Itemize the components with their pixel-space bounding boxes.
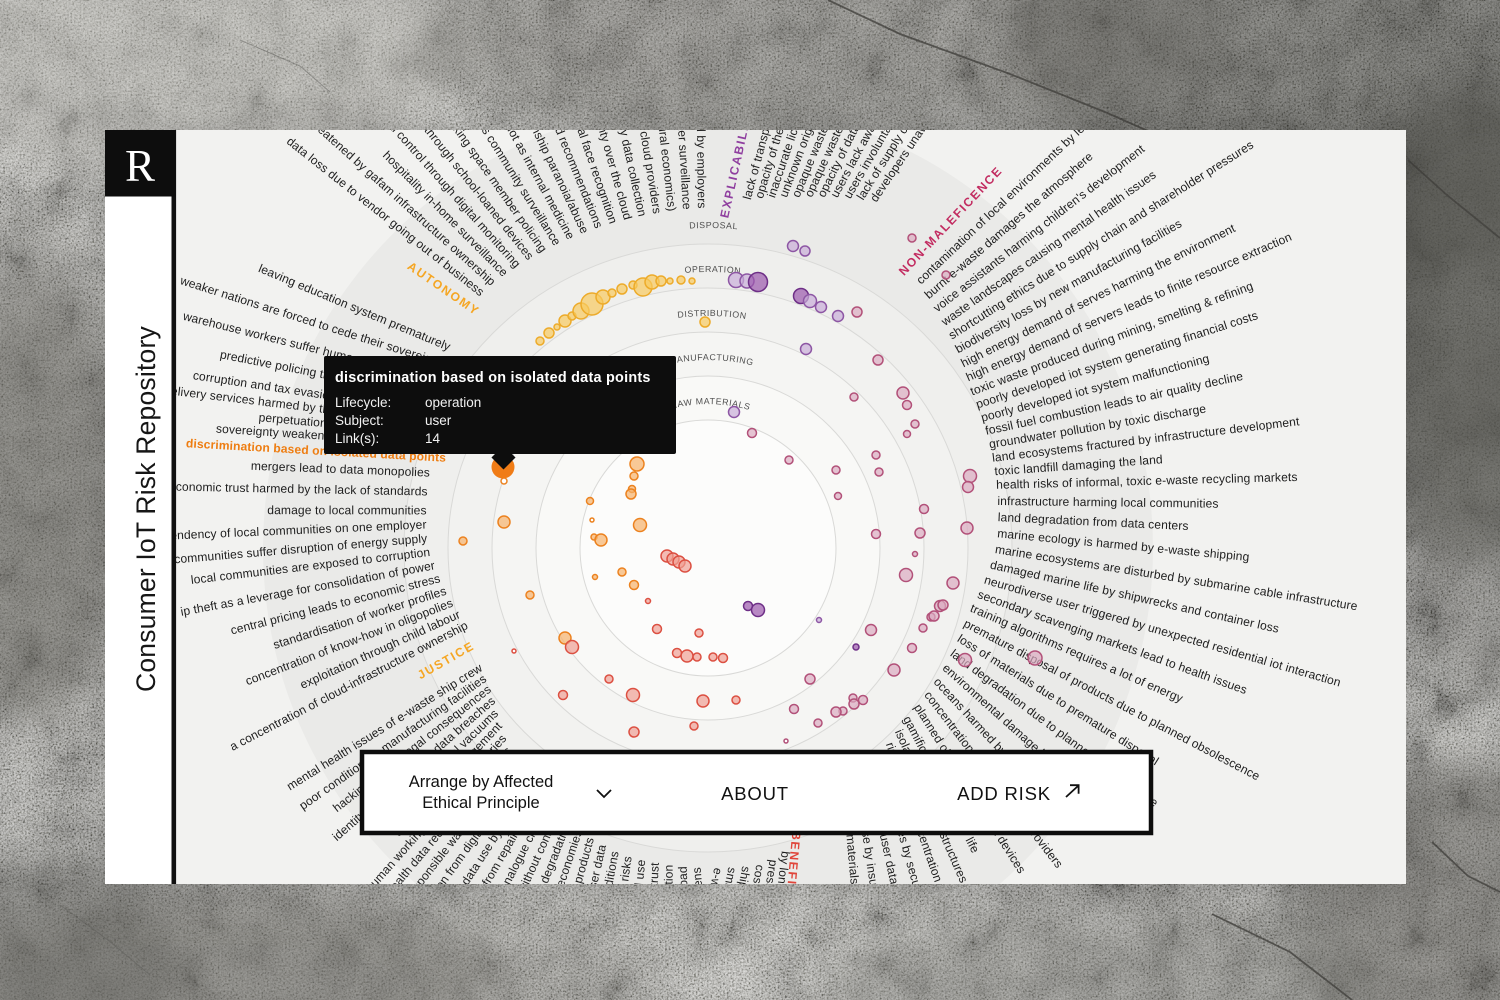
svg-text:damage to local communities: damage to local communities	[267, 503, 426, 517]
svg-text:14: 14	[425, 431, 441, 446]
svg-text:DISPOSAL: DISPOSAL	[689, 220, 738, 231]
svg-text:Ethical Principle: Ethical Principle	[422, 794, 539, 812]
svg-text:ABOUT: ABOUT	[721, 783, 789, 804]
svg-text:R: R	[125, 141, 155, 191]
svg-text:Subject:: Subject:	[335, 413, 384, 428]
svg-text:infrastructure harming local c: infrastructure harming local communities	[997, 494, 1218, 511]
svg-text:Lifecycle:: Lifecycle:	[335, 395, 391, 410]
svg-text:iot leads to human isolation: iot leads to human isolation	[661, 865, 676, 1000]
svg-text:Link(s):: Link(s):	[335, 431, 379, 446]
svg-text:ADD RISK: ADD RISK	[957, 783, 1051, 804]
svg-text:user: user	[425, 413, 452, 428]
svg-text:economic trust harmed by the l: economic trust harmed by the lack of sta…	[169, 480, 428, 499]
svg-text:OPERATION: OPERATION	[684, 264, 741, 276]
svg-text:discrimination based on isolat: discrimination based on isolated data po…	[335, 370, 651, 386]
svg-text:DISTRIBUTION: DISTRIBUTION	[677, 308, 748, 321]
svg-text:Arrange by Affected: Arrange by Affected	[409, 773, 554, 791]
svg-text:operation: operation	[425, 395, 481, 410]
svg-text:mergers lead to data monopolie: mergers lead to data monopolies	[251, 459, 431, 480]
svg-text:Consumer IoT Risk Repository: Consumer IoT Risk Repository	[131, 326, 161, 692]
svg-text:monitored by employers: monitored by employers	[693, 77, 709, 208]
